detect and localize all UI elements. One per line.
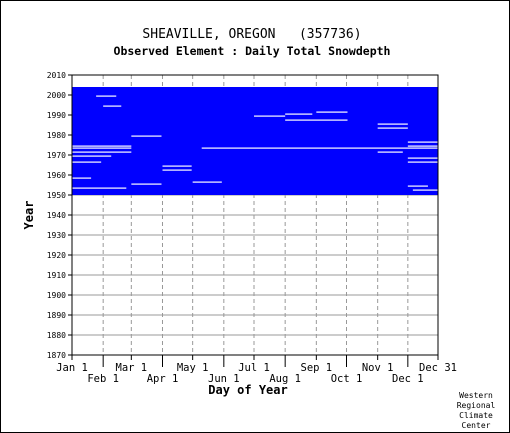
chart-title: SHEAVILLE, OREGON (357736) <box>142 27 361 42</box>
missing-span <box>72 161 102 163</box>
missing-span <box>377 127 408 129</box>
missing-span <box>285 113 313 115</box>
y-tick-label: 1960 <box>47 171 66 180</box>
x-tick-label: May 1 <box>177 362 209 374</box>
x-tick-label: Apr 1 <box>147 373 179 385</box>
y-tick-label: 1880 <box>47 331 66 340</box>
missing-span <box>407 161 438 163</box>
y-axis-label: Year <box>22 201 36 230</box>
missing-span <box>412 189 438 191</box>
y-tick-label: 1950 <box>47 191 66 200</box>
missing-span <box>285 119 348 121</box>
missing-span <box>407 185 428 187</box>
missing-span <box>96 95 117 97</box>
missing-span <box>407 145 438 147</box>
x-tick-label: Dec 1 <box>392 373 424 385</box>
missing-span <box>72 177 92 179</box>
y-tick-label: 2000 <box>47 91 66 100</box>
data-block <box>72 87 438 195</box>
x-axis-label: Day of Year <box>208 383 287 397</box>
x-tick-label: Jan 1 <box>56 362 88 374</box>
x-tick-label: Feb 1 <box>87 373 119 385</box>
missing-span <box>162 165 192 167</box>
missing-span <box>131 183 162 185</box>
y-tick-label: 1890 <box>47 311 66 320</box>
y-tick-label: 1900 <box>47 291 66 300</box>
missing-span <box>377 123 408 125</box>
x-tick-label: Jul 1 <box>238 362 270 374</box>
x-tick-label: Nov 1 <box>362 362 394 374</box>
snowdepth-data <box>72 87 438 195</box>
x-tick-label: Dec 31 <box>419 362 457 374</box>
y-tick-label: 1920 <box>47 251 66 260</box>
missing-span <box>72 145 132 147</box>
credit-line: Climate <box>459 411 493 420</box>
missing-span <box>72 151 132 153</box>
credit-block: Western Regional Climate Center <box>457 391 496 430</box>
x-tick-label: Sep 1 <box>301 362 333 374</box>
missing-span <box>192 181 222 183</box>
missing-span <box>407 141 438 143</box>
chart-subtitle: Observed Element : Daily Total Snowdepth <box>114 44 391 58</box>
missing-span <box>72 155 112 157</box>
y-tick-label: 1940 <box>47 211 66 220</box>
y-tick-label: 1980 <box>47 131 66 140</box>
credit-line: Center <box>462 421 491 430</box>
x-tick-label: Mar 1 <box>116 362 148 374</box>
y-tick-label: 1930 <box>47 231 66 240</box>
missing-span <box>72 147 132 149</box>
credit-line: Western <box>459 391 493 400</box>
missing-span <box>407 157 438 159</box>
missing-span <box>103 105 122 107</box>
missing-span <box>253 115 286 117</box>
y-tick-label: 1990 <box>47 111 66 120</box>
x-tick-label: Jun 1 <box>208 373 240 385</box>
missing-span <box>377 151 403 153</box>
y-axis-ticks: 1870 1880 1890 1900 1910 1920 1930 1940 1950 1960… <box>47 71 72 360</box>
missing-span <box>162 169 192 171</box>
x-tick-label: Aug 1 <box>269 373 301 385</box>
missing-span <box>316 111 348 113</box>
y-tick-label: 1910 <box>47 271 66 280</box>
y-tick-label: 1970 <box>47 151 66 160</box>
credit-line: Regional <box>457 401 496 410</box>
x-axis-ticks: Jan 1 Mar 1 May 1 Jul 1 Sep 1 Nov 1 Dec 31 Feb … <box>56 355 457 385</box>
missing-span <box>201 147 438 149</box>
y-tick-label: 2010 <box>47 71 66 80</box>
missing-span <box>72 187 127 189</box>
x-tick-label: Oct 1 <box>331 373 363 385</box>
y-tick-label: 1870 <box>47 351 66 360</box>
missing-span <box>131 135 162 137</box>
